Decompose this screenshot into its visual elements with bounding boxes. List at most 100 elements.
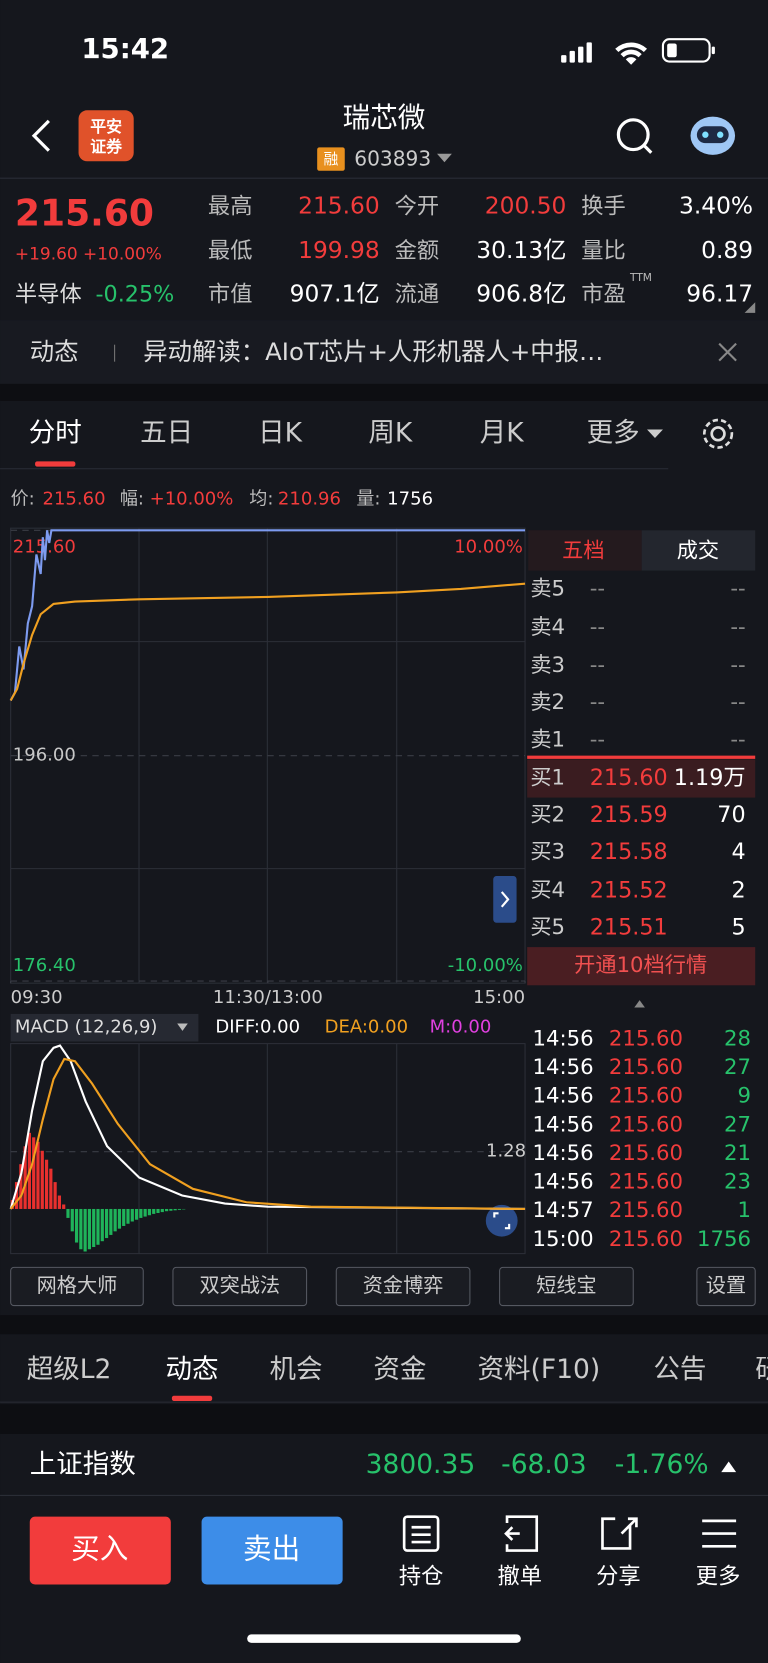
chart-tab[interactable]: 五日 xyxy=(140,417,193,448)
tool-label[interactable]: 网格大师 xyxy=(37,1273,118,1297)
stat-value: 199.98 xyxy=(298,236,380,264)
search-button[interactable] xyxy=(616,118,653,154)
stat-label: 换手 xyxy=(581,193,626,219)
logo-text: 平安 xyxy=(90,117,122,136)
nav-label[interactable]: 持仓 xyxy=(399,1564,444,1590)
tool-label[interactable]: 短线宝 xyxy=(536,1273,596,1297)
bottom-tab[interactable]: 资料(F10) xyxy=(478,1354,601,1385)
logo xyxy=(78,110,134,162)
tool-label[interactable]: 设置 xyxy=(706,1273,746,1297)
macd-dropdown[interactable] xyxy=(177,1023,188,1031)
bid-label: 买4 xyxy=(530,878,565,903)
stat-label: 最高 xyxy=(208,193,253,219)
expand-index[interactable] xyxy=(721,1461,737,1473)
settings-button[interactable] xyxy=(702,418,734,449)
trade-price: 215.60 xyxy=(609,1170,683,1195)
tool-label[interactable]: 双突战法 xyxy=(199,1273,280,1297)
macd-bar xyxy=(79,1208,83,1250)
fullscreen-icon xyxy=(493,1212,511,1230)
macd-title[interactable]: MACD (12,26,9) xyxy=(15,1017,158,1038)
dropdown-icon[interactable] xyxy=(437,153,452,163)
status-icons xyxy=(561,38,715,65)
close-button[interactable] xyxy=(718,342,737,362)
upgrade-text[interactable]: 开通10档行情 xyxy=(574,953,707,978)
trade-time: 14:56 xyxy=(532,1112,593,1137)
ttm: TTM xyxy=(629,272,652,284)
stat-value: 906.8亿 xyxy=(476,279,566,307)
bid1-highlight xyxy=(527,759,756,798)
trade-time: 14:56 xyxy=(532,1170,593,1195)
more-icon[interactable] xyxy=(647,429,663,439)
sell-text[interactable]: 卖出 xyxy=(243,1532,300,1566)
info-value: 215.60 xyxy=(42,489,105,510)
tab-bg[interactable] xyxy=(641,530,756,571)
tool-label[interactable]: 资金博弈 xyxy=(363,1273,444,1297)
stat-value: 907.1亿 xyxy=(290,279,380,307)
chart-tab[interactable]: 周K xyxy=(368,417,413,448)
tool-button[interactable] xyxy=(10,1266,144,1307)
back-button[interactable] xyxy=(31,119,50,152)
buy-button[interactable] xyxy=(29,1516,171,1585)
chart-tab[interactable]: 更多 xyxy=(587,417,640,448)
tool-button[interactable] xyxy=(335,1266,471,1307)
bottom-tab[interactable]: 动态 xyxy=(166,1354,219,1385)
bid-volume: 2 xyxy=(731,877,745,903)
bottom-tab[interactable]: 公告 xyxy=(653,1354,706,1385)
macd-header[interactable] xyxy=(10,1013,199,1042)
chart-tab[interactable]: 月K xyxy=(480,417,525,448)
bottom-tab[interactable]: 机会 xyxy=(269,1354,322,1385)
news-text[interactable]: 异动解读：AIoT芯片+人形机器人+中报… xyxy=(143,337,603,366)
trade-volume: 23 xyxy=(724,1170,751,1195)
macd-indicator: M:0.00 xyxy=(430,1017,492,1038)
assistant-icon[interactable] xyxy=(690,116,736,155)
nav-label[interactable]: 撤单 xyxy=(497,1564,542,1590)
chart-tab[interactable]: 分时 xyxy=(29,417,82,448)
news-bar[interactable] xyxy=(0,320,768,384)
index-name[interactable]: 上证指数 xyxy=(30,1449,136,1480)
trade-volume: 1756 xyxy=(697,1227,751,1252)
macd-bar xyxy=(62,1204,66,1209)
buy-text[interactable]: 买入 xyxy=(71,1532,128,1566)
macd-bar xyxy=(87,1208,92,1250)
price: 215.60 xyxy=(15,192,154,234)
stat-label: 今开 xyxy=(395,193,440,219)
macd-bar xyxy=(44,1159,49,1209)
macd-bar xyxy=(36,1141,40,1209)
nav-label[interactable]: 分享 xyxy=(596,1564,641,1590)
macd-bar xyxy=(100,1208,104,1242)
bottom-tab[interactable]: 超级L2 xyxy=(27,1354,112,1385)
sector[interactable]: 半导体 xyxy=(15,281,82,307)
gap xyxy=(0,1404,768,1434)
macd-bar xyxy=(122,1208,126,1226)
ask-volume: -- xyxy=(730,577,745,602)
sell-button[interactable] xyxy=(201,1516,343,1585)
chart-tab[interactable]: 日K xyxy=(258,417,303,448)
tab-active-bg[interactable] xyxy=(528,530,642,571)
scroll-up[interactable] xyxy=(634,1000,645,1008)
stat-label: 市盈 xyxy=(581,281,626,307)
bottom-tab[interactable]: 研 xyxy=(755,1354,768,1385)
tool-button[interactable] xyxy=(499,1266,634,1307)
bottom-tab[interactable]: 资金 xyxy=(373,1354,426,1385)
trade-price: 215.60 xyxy=(609,1198,683,1223)
bid-label: 买1 xyxy=(530,765,565,790)
stat-value: 200.50 xyxy=(485,191,567,219)
stock-code: 603893 xyxy=(354,147,431,171)
book-tab[interactable]: 五档 xyxy=(562,539,604,564)
book-tab[interactable]: 成交 xyxy=(677,539,719,564)
tool-button[interactable] xyxy=(696,1266,756,1307)
trade-price: 215.60 xyxy=(609,1084,683,1109)
upgrade-button[interactable] xyxy=(527,947,756,986)
bid-price: 215.58 xyxy=(590,839,668,865)
nav-label[interactable]: 更多 xyxy=(696,1564,741,1590)
x-tick-label: 11:30/13:00 xyxy=(213,987,323,1008)
tab-underline xyxy=(35,461,76,467)
stat-value: 30.13亿 xyxy=(476,236,566,264)
macd-bar xyxy=(139,1208,143,1218)
bid-price: 215.51 xyxy=(590,915,668,941)
info-label: 量: xyxy=(356,489,380,510)
expand-button[interactable] xyxy=(493,876,517,923)
badge xyxy=(317,147,345,171)
tool-button[interactable] xyxy=(172,1266,308,1307)
